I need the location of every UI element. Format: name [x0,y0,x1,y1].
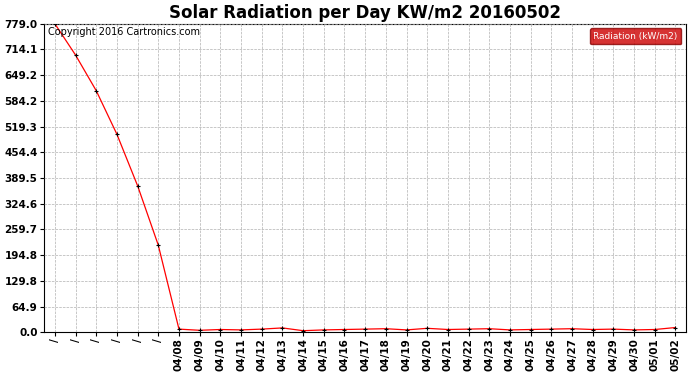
Title: Solar Radiation per Day KW/m2 20160502: Solar Radiation per Day KW/m2 20160502 [169,4,561,22]
Text: Copyright 2016 Cartronics.com: Copyright 2016 Cartronics.com [48,27,199,37]
Legend: Radiation (kW/m2): Radiation (kW/m2) [590,28,681,45]
